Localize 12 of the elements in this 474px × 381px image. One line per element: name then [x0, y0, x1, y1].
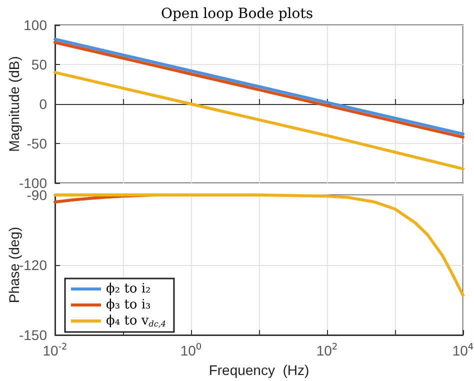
legend-label: ϕ₂ to i₂ — [106, 282, 151, 296]
y-tick-label: 100 — [24, 17, 48, 33]
y-tick-label: 50 — [31, 56, 48, 72]
legend-label: ϕ₃ to i₃ — [106, 298, 151, 312]
x-axis-title: Frequency (Hz) — [208, 362, 310, 378]
y-axis-title: Magnitude (dB) — [6, 56, 22, 152]
y-tick-label: -50 — [26, 136, 48, 152]
line-series — [54, 70, 464, 170]
chart-title: Open loop Bode plots — [160, 6, 314, 22]
y-tick-label: 0 — [39, 96, 48, 112]
y-tick-label: -150 — [18, 327, 48, 343]
legend-label: ϕ₄ to vdc,4 — [106, 314, 166, 328]
